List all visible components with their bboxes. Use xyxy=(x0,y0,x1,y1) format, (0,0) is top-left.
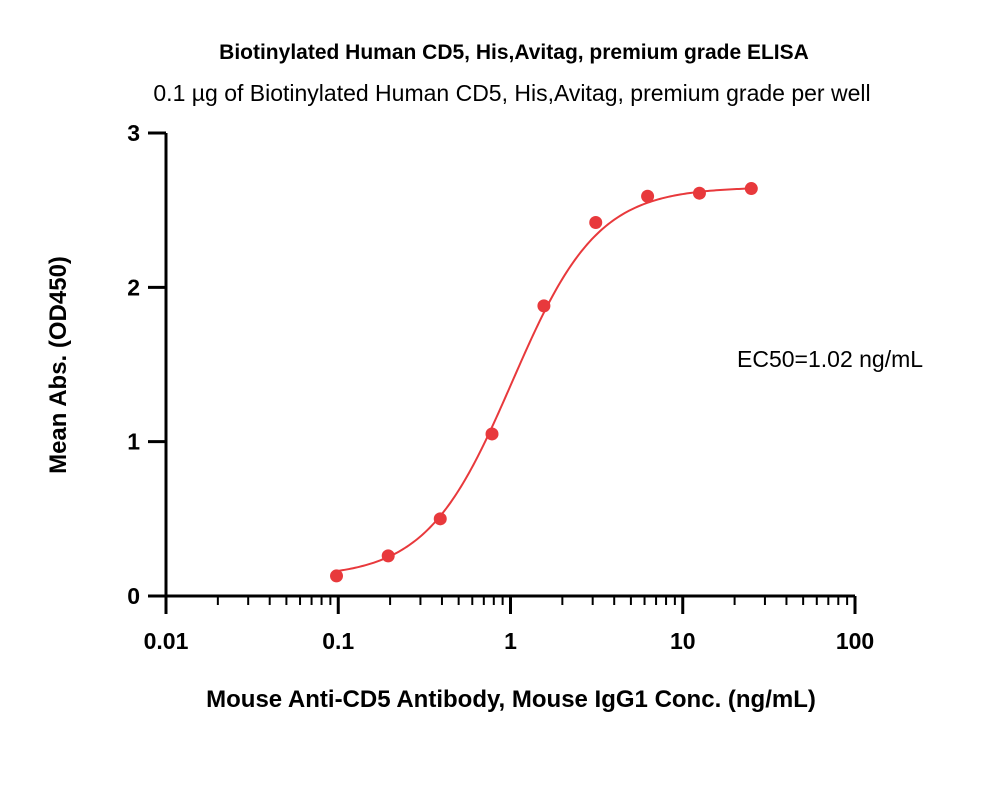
y-tick-label-1: 1 xyxy=(127,429,140,455)
data-point-3 xyxy=(485,427,499,441)
x-tick-label-4: 100 xyxy=(836,628,874,654)
x-tick-label-1: 0.1 xyxy=(322,628,354,654)
data-point-0 xyxy=(330,569,344,583)
data-point-6 xyxy=(641,189,655,203)
data-point-5 xyxy=(589,216,603,230)
chart-subtitle: 0.1 µg of Biotinylated Human CD5, His,Av… xyxy=(153,80,870,106)
y-tick-label-2: 2 xyxy=(127,274,140,300)
data-point-1 xyxy=(381,549,395,563)
ec50-annotation: EC50=1.02 ng/mL xyxy=(737,346,923,372)
y-tick-label-0: 0 xyxy=(127,583,140,609)
x-tick-label-3: 10 xyxy=(670,628,696,654)
data-point-2 xyxy=(433,512,447,526)
x-ticks: 0.01 0.1 1 10 100 xyxy=(144,596,874,654)
y-axis-label: Mean Abs. (OD450) xyxy=(45,256,72,474)
data-point-8 xyxy=(744,182,758,196)
chart-title: Biotinylated Human CD5, His,Avitag, prem… xyxy=(219,41,809,64)
x-tick-label-2: 1 xyxy=(504,628,517,654)
data-point-4 xyxy=(537,299,551,313)
data-points xyxy=(330,182,758,583)
x-axis-label: Mouse Anti-CD5 Antibody, Mouse IgG1 Conc… xyxy=(206,686,816,713)
data-point-7 xyxy=(692,186,706,200)
y-tick-label-3: 3 xyxy=(127,120,140,146)
y-ticks: 0 1 2 3 xyxy=(127,120,166,609)
x-tick-label-0: 0.01 xyxy=(144,628,189,654)
fit-curve xyxy=(336,187,752,573)
